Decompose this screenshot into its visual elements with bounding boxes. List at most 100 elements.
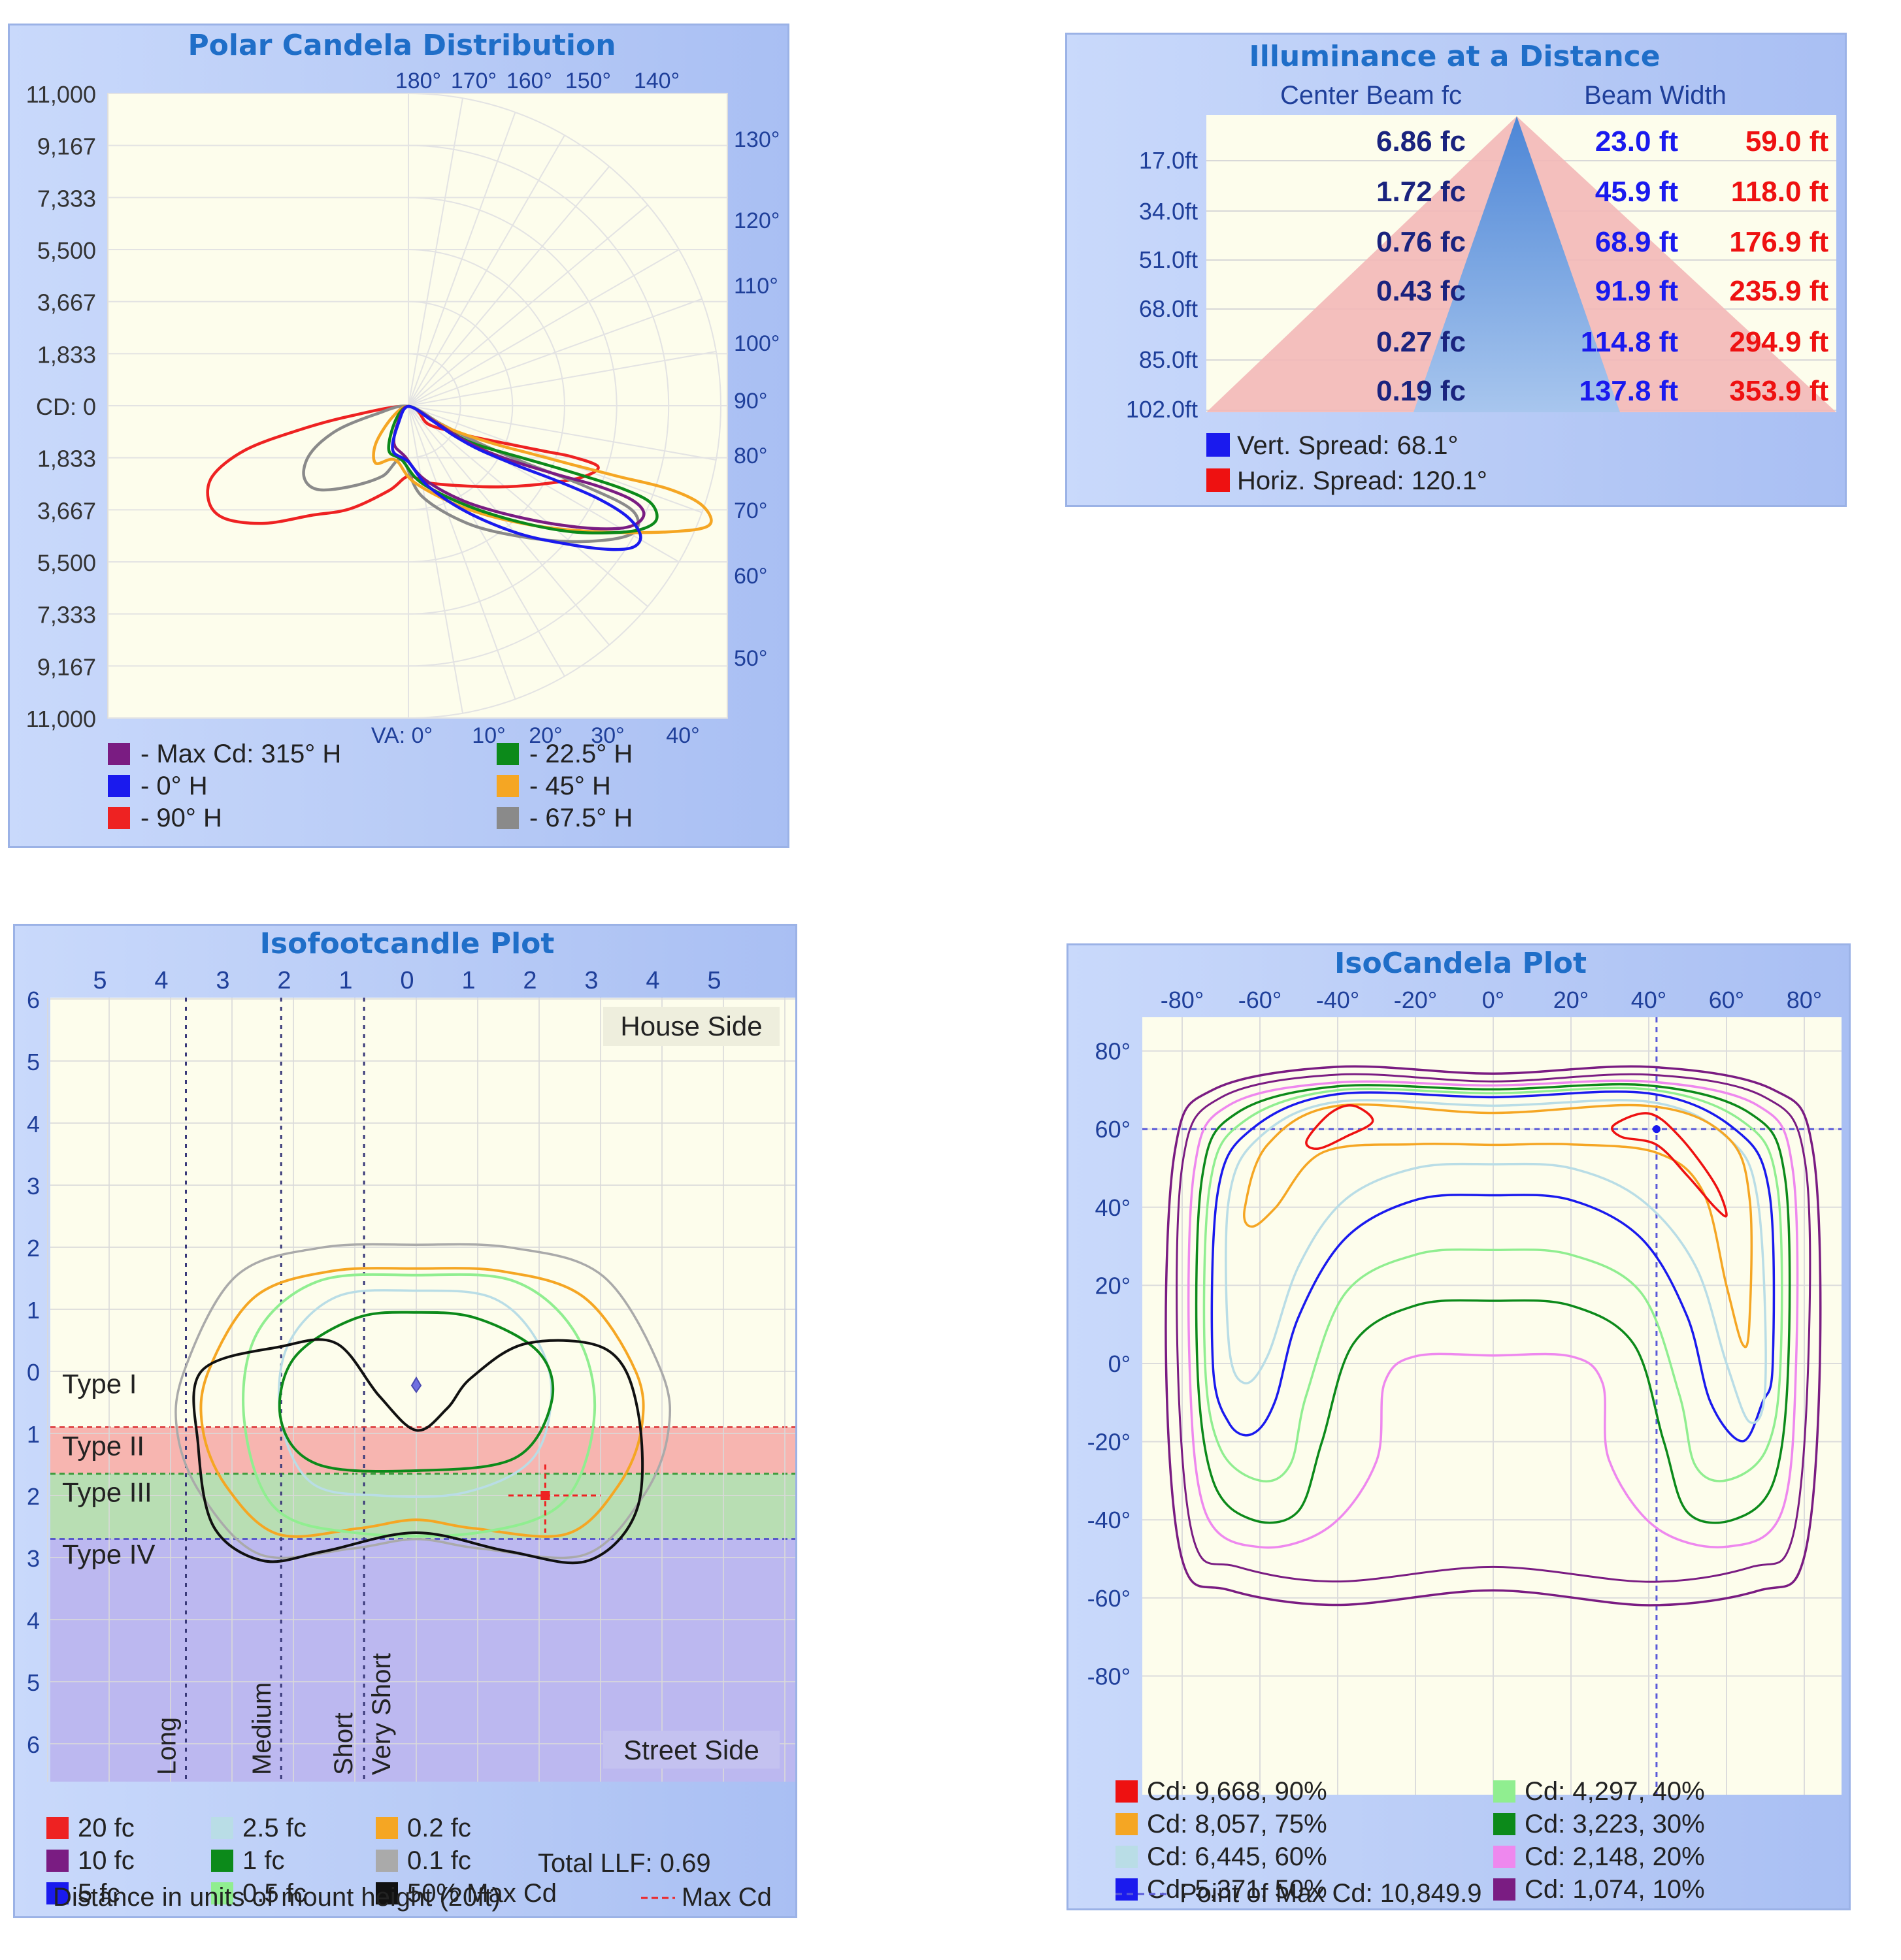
isofootcandle-legend-label: 0.2 fc <box>407 1814 471 1842</box>
isofootcandle-y-tick: 2 <box>27 1483 40 1510</box>
isocandela-legend-swatch <box>1116 1878 1138 1901</box>
vert-spread-label: Vert. Spread: 68.1° <box>1237 431 1458 460</box>
isofootcandle-y-tick: 6 <box>27 1731 40 1758</box>
polar-right-angle: 70° <box>734 498 767 523</box>
type-label: Type III <box>62 1477 152 1508</box>
isofootcandle-y-tick: 4 <box>27 1111 40 1137</box>
polar-title: Polar Candela Distribution <box>188 29 616 62</box>
polar-curves <box>206 404 713 551</box>
isocandela-40pct <box>1202 1086 1783 1483</box>
polar-y-tick: 5,500 <box>37 237 96 264</box>
polar-y-tick: CD: 0 <box>36 393 96 420</box>
contour-0-1fc <box>174 1243 672 1560</box>
isocandela-legend-swatch <box>1493 1780 1515 1803</box>
isofootcandle-x-tick: 4 <box>646 967 659 994</box>
isocandela-legend-swatch <box>1493 1878 1515 1901</box>
polar-legend: - Max Cd: 315° H - 22.5° H - 0° H - 45° H - … <box>108 740 633 832</box>
horiz-spread-swatch <box>1206 468 1230 492</box>
house-side-box <box>603 1007 780 1046</box>
isofootcandle-legend-swatch <box>376 1817 398 1839</box>
center-beam-value: 1.72 fc <box>1376 176 1466 208</box>
polar-spoke <box>408 298 703 406</box>
illuminance-panel: Illuminance at a Distance Center Beam fc… <box>1065 33 1847 507</box>
polar-spoke <box>408 405 565 677</box>
street-side-label: Street Side <box>623 1735 759 1765</box>
isofootcandle-y-tick: 1 <box>27 1421 40 1448</box>
isocandela-x-tick: 0° <box>1482 987 1504 1013</box>
contour-2-5fc <box>277 1289 553 1498</box>
isofootcandle-ticks: 5 4 3 2 1 0 1 2 3 4 5 6 5 4 3 2 1 0 1 2 3 4 5 6 <box>27 967 721 1758</box>
isofootcandle-x-tick: 0 <box>400 967 414 994</box>
polar-top-angle: 150° <box>565 69 611 93</box>
polar-legend-label: - 45° H <box>529 772 611 800</box>
isocandela-x-tick: 80° <box>1787 987 1822 1013</box>
isofootcandle-chart: Isofootcandle Plot 5 4 3 2 1 0 1 2 3 4 5 6 5 4 3 2 1 0 1 2 3… <box>27 927 795 1912</box>
polar-legend-swatch <box>108 743 130 765</box>
isofootcandle-legend-swatch <box>46 1850 69 1872</box>
polar-top-angle: 180° <box>395 69 441 93</box>
polar-top-angle: 160° <box>506 69 552 93</box>
isofootcandle-legend: 20 fc 2.5 fc 0.2 fc 10 fc 1 fc 0.1 fc 5 fc 0.5 … <box>46 1814 772 1912</box>
distance-label: 51.0ft <box>1139 246 1198 273</box>
isofootcandle-x-tick: 3 <box>584 967 598 994</box>
isocandela-10pct-inner <box>1176 1073 1811 1583</box>
isofootcandle-y-tick: 6 <box>27 987 40 1013</box>
vert-width-value: 114.8 ft <box>1581 326 1679 358</box>
isocandela-legend-label: Cd: 8,057, 75% <box>1147 1810 1327 1838</box>
street-side-box <box>603 1731 780 1769</box>
max-cd-legend-label: Point of Max Cd: 10,849.9 <box>1180 1879 1482 1908</box>
max-cd-legend-label: Max Cd <box>682 1883 772 1912</box>
isofootcandle-x-tick: 1 <box>339 967 352 994</box>
horiz-width-value: 294.9 ft <box>1729 326 1828 358</box>
illuminance-title: Illuminance at a Distance <box>1249 40 1660 73</box>
isofootcandle-y-tick: 3 <box>27 1173 40 1200</box>
polar-bottom-angle: VA: 0° <box>371 723 433 748</box>
isofootcandle-title: Isofootcandle Plot <box>260 927 555 960</box>
polar-spoke <box>408 204 648 406</box>
isofootcandle-legend-swatch <box>211 1817 233 1839</box>
isofootcandle-labels: House Side Street Side Type I Type II Type I… <box>62 1007 780 1775</box>
contour-0-5fc <box>242 1273 597 1538</box>
illuminance-chart: Illuminance at a Distance Center Beam fc… <box>1126 40 1836 495</box>
isofootcandle-y-tick: 4 <box>27 1607 40 1634</box>
polar-spoke <box>408 405 648 608</box>
isocandela-legend-label: Cd: 4,297, 40% <box>1525 1777 1705 1806</box>
polar-right-angle: 100° <box>734 331 780 356</box>
center-beam-value: 0.19 fc <box>1376 375 1466 407</box>
polar-chart: Polar Candela Distribution 11,000 9,167 7,… <box>26 29 780 832</box>
polar-panel: Polar Candela Distribution 11,000 9,167 7,… <box>8 24 789 848</box>
type-label: Type II <box>62 1430 144 1461</box>
isofootcandle-legend-swatch <box>46 1882 69 1904</box>
isofootcandle-grid <box>47 998 795 1782</box>
isocandela-y-tick: 0° <box>1108 1350 1131 1377</box>
distance-label: 102.0ft <box>1126 396 1198 423</box>
isocandela-30pct <box>1195 1083 1791 1524</box>
polar-spoke <box>408 351 716 406</box>
contour-0-2fc <box>199 1267 645 1538</box>
isofootcandle-x-tick: 3 <box>216 967 229 994</box>
horiz-width-value: 235.9 ft <box>1729 275 1828 307</box>
isofootcandle-y-tick: 0 <box>27 1359 40 1386</box>
horiz-width-value: 118.0 ft <box>1731 176 1829 208</box>
isocandela-legend-label: Cd: 9,668, 90% <box>1147 1777 1327 1806</box>
polar-curve-45h <box>372 404 713 534</box>
distance-label: 85.0ft <box>1139 346 1198 373</box>
total-llf: Total LLF: 0.69 <box>538 1849 711 1878</box>
polar-y-tick: 5,500 <box>37 549 96 576</box>
isocandela-y-tick: 20° <box>1095 1272 1131 1299</box>
isofootcandle-legend-label: 50% Max Cd <box>407 1879 557 1908</box>
isocandela-max-point <box>1652 1125 1661 1134</box>
isofootcandle-legend-swatch <box>46 1817 69 1839</box>
isofootcandle-legend-label: 10 fc <box>78 1846 135 1875</box>
isofootcandle-legend-label: 0.5 fc <box>242 1879 306 1908</box>
polar-y-tick: 3,667 <box>37 497 96 524</box>
isocandela-contours <box>1165 1065 1822 1607</box>
polar-y-tick: 1,833 <box>37 341 96 368</box>
vert-spread-swatch <box>1206 433 1230 457</box>
polar-top-angle: 140° <box>634 69 680 93</box>
distance-label: 34.0ft <box>1139 198 1198 225</box>
distance-label: 68.0ft <box>1139 295 1198 322</box>
polar-y-tick: 11,000 <box>26 706 96 732</box>
type-iii-band <box>50 1473 795 1539</box>
polar-legend-label: - 90° H <box>141 804 222 832</box>
